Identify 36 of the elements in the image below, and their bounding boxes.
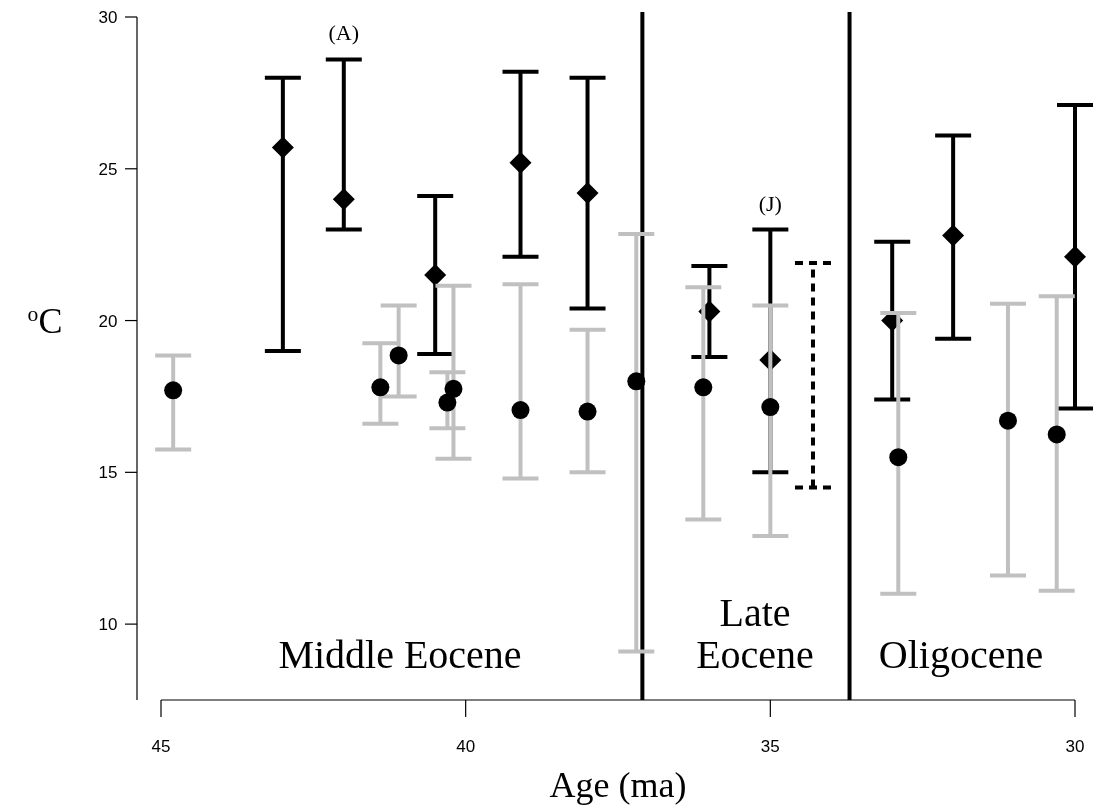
x-axis-title: Age (ma) (549, 765, 687, 805)
point (371, 378, 390, 397)
y-tick-label: 30 (98, 7, 118, 27)
annotation: (A) (328, 19, 360, 45)
annotation: Oligocene (878, 632, 1044, 677)
x-tick-label: 40 (456, 737, 476, 756)
point (164, 381, 183, 400)
point (444, 379, 463, 398)
point (1064, 245, 1086, 268)
point (998, 411, 1017, 430)
x-tick-label: 45 (151, 737, 171, 756)
point (438, 393, 457, 412)
point (627, 372, 646, 391)
x-tick-label: 30 (1065, 737, 1085, 756)
point (511, 401, 530, 420)
y-tick-label: 20 (98, 311, 118, 331)
point (509, 151, 532, 174)
point (1047, 425, 1066, 444)
point (761, 398, 780, 417)
annotation: (J) (758, 191, 782, 217)
x-tick-label: 35 (760, 737, 780, 756)
point (389, 346, 408, 365)
y-tick-label: 15 (98, 463, 118, 483)
point (889, 448, 908, 467)
point (424, 264, 447, 287)
point (271, 136, 294, 159)
annotation: Late Eocene (696, 590, 814, 677)
y-tick-label: 25 (98, 159, 118, 179)
point (942, 224, 965, 247)
point (578, 402, 597, 421)
point (332, 188, 355, 211)
y-tick-label: 10 (98, 615, 118, 635)
point (576, 182, 599, 205)
point (694, 378, 713, 397)
annotation: Middle Eocene (278, 632, 522, 677)
y-axis-title: $^{o}$C (27, 301, 63, 342)
